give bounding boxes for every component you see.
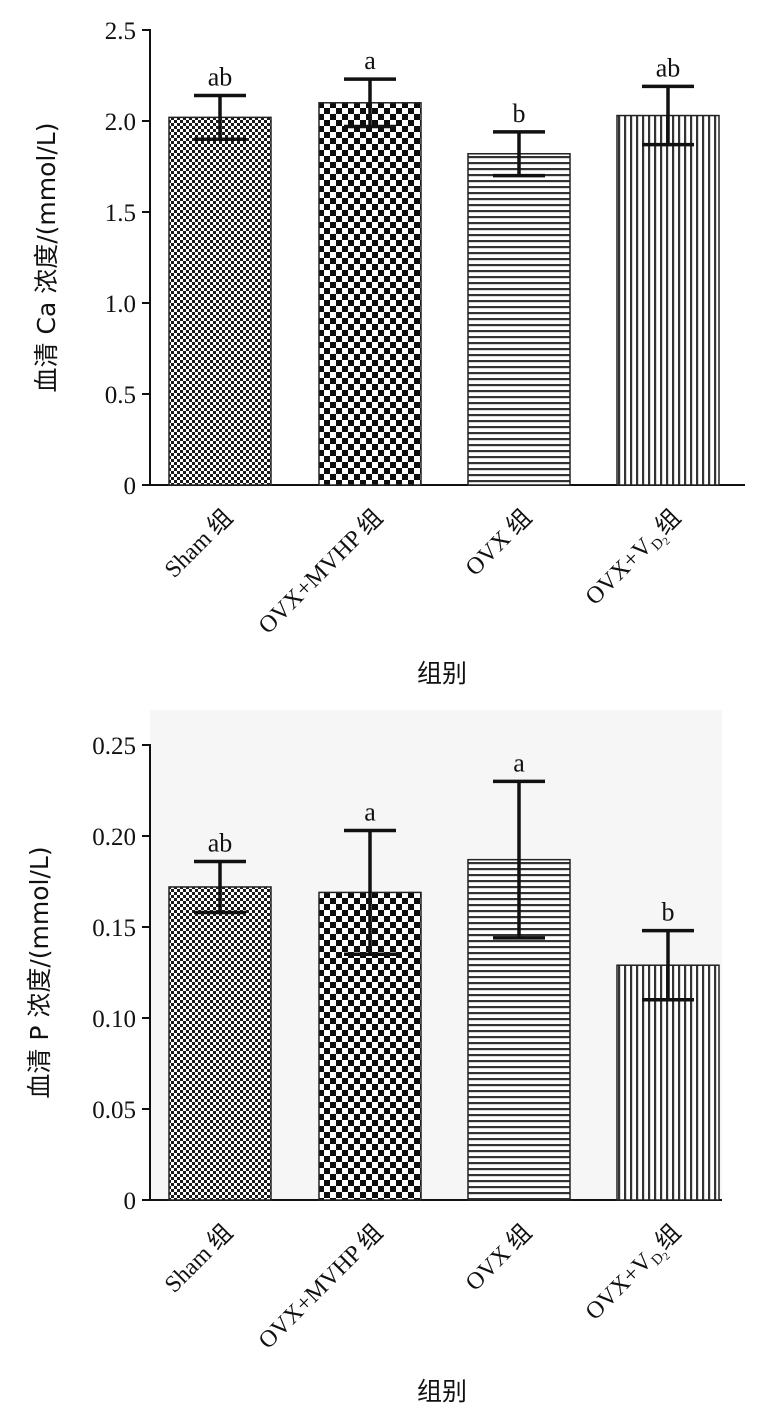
chart1-error-bar-0	[194, 93, 246, 141]
chart-serum-ca: 0 0.5 1.0 1.5 2.0 2.5 ab Sham 组 a OVX+MVHP 组 b OVX …	[32, 18, 745, 688]
chart1-error-bar-3	[642, 84, 694, 147]
chart1-ytick-label-5: 2.5	[105, 18, 136, 45]
chart2-bar-sham	[168, 886, 272, 1201]
chart1-xtick-label-2: OVX 组	[460, 504, 537, 581]
chart1-x-axis-title: 组别	[417, 659, 467, 688]
chart2-error-bar-0	[194, 859, 246, 915]
chart2-bar-ovx-v-d2	[616, 964, 720, 1201]
chart1-y-axis-title: 血清 Ca 浓度/(mmol/L)	[32, 123, 61, 393]
chart2-ytick-label-3: 0.15	[92, 915, 136, 942]
chart2-xtick-label-2: OVX 组	[460, 1219, 537, 1296]
chart1-bar-ovx-mvhp	[318, 102, 422, 486]
chart1-xtick-label-1: OVX+MVHP 组	[253, 504, 388, 639]
chart2-significance-label-1: a	[364, 798, 376, 827]
chart1-xtick-label-3: OVX+VD2组	[580, 504, 690, 614]
chart1-bar-ovx	[467, 153, 571, 486]
chart1-error-bar-1	[344, 77, 396, 129]
chart1-ytick-label-0: 0	[124, 473, 137, 500]
chart2-significance-label-2: a	[513, 748, 525, 777]
chart2-xtick-label-3: OVX+VD2组	[580, 1219, 690, 1329]
chart2-xtick-label-0: Sham 组	[159, 1219, 238, 1298]
chart2-ytick-label-2: 0.10	[92, 1006, 136, 1033]
chart2-error-bar-3	[642, 928, 694, 1002]
chart2-ytick-label-5: 0.25	[92, 733, 136, 760]
chart2-significance-label-3: b	[662, 898, 675, 927]
chart1-significance-label-0: ab	[208, 63, 233, 92]
chart1-significance-label-1: a	[364, 46, 376, 75]
chart2-y-axis-title: 血清 P 浓度/(mmol/L)	[25, 846, 54, 1098]
chart1-bar-ovx-v-d2	[616, 114, 720, 486]
chart1-xtick-label-0: Sham 组	[159, 504, 238, 583]
chart2-error-bar-1	[344, 828, 396, 957]
chart1-error-bar-2	[493, 130, 545, 178]
chart2-ytick-label-0: 0	[124, 1188, 137, 1215]
chart1-ytick-label-4: 2.0	[105, 109, 136, 136]
chart1-significance-label-2: b	[513, 99, 526, 128]
chart2-significance-label-0: ab	[208, 828, 233, 857]
chart1-ytick-label-2: 1.0	[105, 291, 136, 318]
chart2-xtick-label-1: OVX+MVHP 组	[253, 1219, 388, 1354]
chart2-ytick-label-4: 0.20	[92, 824, 136, 851]
chart2-x-axis-title: 组别	[417, 1377, 467, 1406]
chart1-significance-label-3: ab	[656, 53, 681, 82]
chart1-ytick-label-1: 0.5	[105, 382, 136, 409]
chart2-error-bar-2	[493, 779, 545, 940]
chart1-bar-sham	[168, 116, 272, 486]
chart1-ytick-label-3: 1.5	[105, 200, 136, 227]
chart2-ytick-label-1: 0.05	[92, 1097, 136, 1124]
